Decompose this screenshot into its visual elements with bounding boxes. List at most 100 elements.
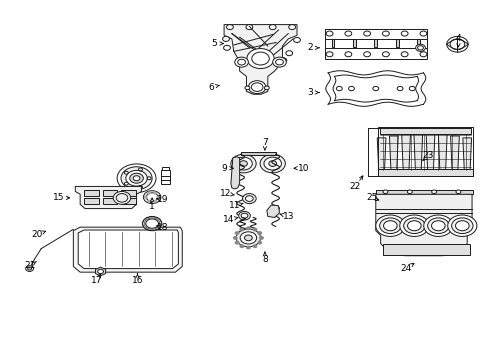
Polygon shape (388, 136, 397, 170)
Circle shape (251, 52, 269, 65)
Circle shape (280, 58, 286, 63)
Circle shape (396, 86, 402, 91)
Circle shape (336, 86, 342, 91)
Text: 15: 15 (53, 193, 64, 202)
Circle shape (403, 218, 424, 234)
Circle shape (430, 221, 444, 231)
Circle shape (383, 221, 396, 231)
Circle shape (257, 241, 261, 244)
Circle shape (246, 49, 274, 68)
Polygon shape (95, 267, 105, 276)
Circle shape (407, 190, 411, 194)
Circle shape (235, 241, 239, 244)
Circle shape (26, 266, 33, 271)
Text: 12: 12 (220, 189, 231, 198)
Bar (84, 198, 99, 204)
Circle shape (147, 177, 151, 180)
Circle shape (241, 213, 247, 218)
Circle shape (288, 24, 295, 30)
Circle shape (251, 83, 263, 91)
Circle shape (237, 59, 245, 65)
Circle shape (344, 52, 351, 57)
Text: 7: 7 (262, 138, 267, 147)
Bar (121, 190, 135, 197)
Circle shape (138, 186, 142, 189)
Bar (373, 39, 376, 47)
Circle shape (325, 52, 332, 57)
Circle shape (407, 221, 420, 231)
Circle shape (382, 31, 388, 36)
Circle shape (455, 221, 468, 231)
Bar (240, 152, 275, 155)
Circle shape (121, 167, 152, 190)
Circle shape (272, 57, 286, 67)
Circle shape (117, 164, 156, 193)
Circle shape (447, 215, 476, 237)
Circle shape (408, 86, 414, 91)
Text: 13: 13 (282, 212, 293, 221)
Circle shape (145, 219, 158, 228)
Circle shape (275, 59, 283, 65)
Circle shape (248, 81, 265, 94)
Polygon shape (246, 86, 267, 94)
Circle shape (348, 86, 354, 91)
Circle shape (133, 176, 140, 181)
Circle shape (244, 86, 249, 90)
Circle shape (449, 39, 464, 50)
Polygon shape (266, 205, 279, 217)
Circle shape (423, 215, 452, 237)
Circle shape (143, 191, 161, 203)
Bar (121, 198, 135, 204)
Text: 9: 9 (221, 164, 226, 173)
Circle shape (226, 24, 233, 30)
Bar (161, 170, 169, 184)
Polygon shape (375, 194, 471, 256)
Polygon shape (449, 136, 458, 170)
Circle shape (146, 193, 158, 202)
Circle shape (401, 52, 407, 57)
Bar (416, 39, 419, 47)
Circle shape (144, 196, 147, 198)
Polygon shape (78, 230, 178, 269)
Circle shape (415, 44, 425, 51)
Circle shape (252, 245, 256, 248)
Polygon shape (425, 134, 434, 170)
Text: 11: 11 (228, 201, 240, 210)
Bar (84, 190, 99, 197)
Text: 24: 24 (400, 264, 411, 273)
Circle shape (235, 231, 239, 234)
Circle shape (269, 24, 276, 30)
Circle shape (244, 235, 252, 241)
Text: 6: 6 (208, 83, 214, 92)
Text: 17: 17 (91, 276, 102, 285)
Polygon shape (224, 24, 296, 91)
Circle shape (154, 200, 157, 202)
Circle shape (138, 168, 142, 171)
Circle shape (124, 182, 128, 185)
Circle shape (142, 216, 162, 231)
Circle shape (399, 215, 428, 237)
Polygon shape (230, 157, 239, 189)
Circle shape (234, 157, 252, 170)
Circle shape (240, 228, 244, 231)
Text: 18: 18 (157, 222, 168, 231)
Polygon shape (73, 227, 182, 272)
Circle shape (260, 154, 285, 173)
Circle shape (246, 227, 250, 230)
Bar (379, 128, 470, 134)
Circle shape (28, 267, 31, 270)
Bar (352, 39, 355, 47)
Bar (377, 127, 472, 176)
Circle shape (222, 36, 229, 41)
Circle shape (239, 161, 247, 166)
Circle shape (230, 154, 256, 173)
Circle shape (233, 237, 237, 239)
Circle shape (431, 190, 436, 194)
Text: 25: 25 (366, 193, 377, 202)
Circle shape (234, 57, 248, 67)
Text: 22: 22 (349, 182, 360, 191)
Circle shape (401, 31, 407, 36)
Polygon shape (437, 135, 446, 170)
Circle shape (455, 190, 460, 194)
Circle shape (325, 31, 332, 36)
